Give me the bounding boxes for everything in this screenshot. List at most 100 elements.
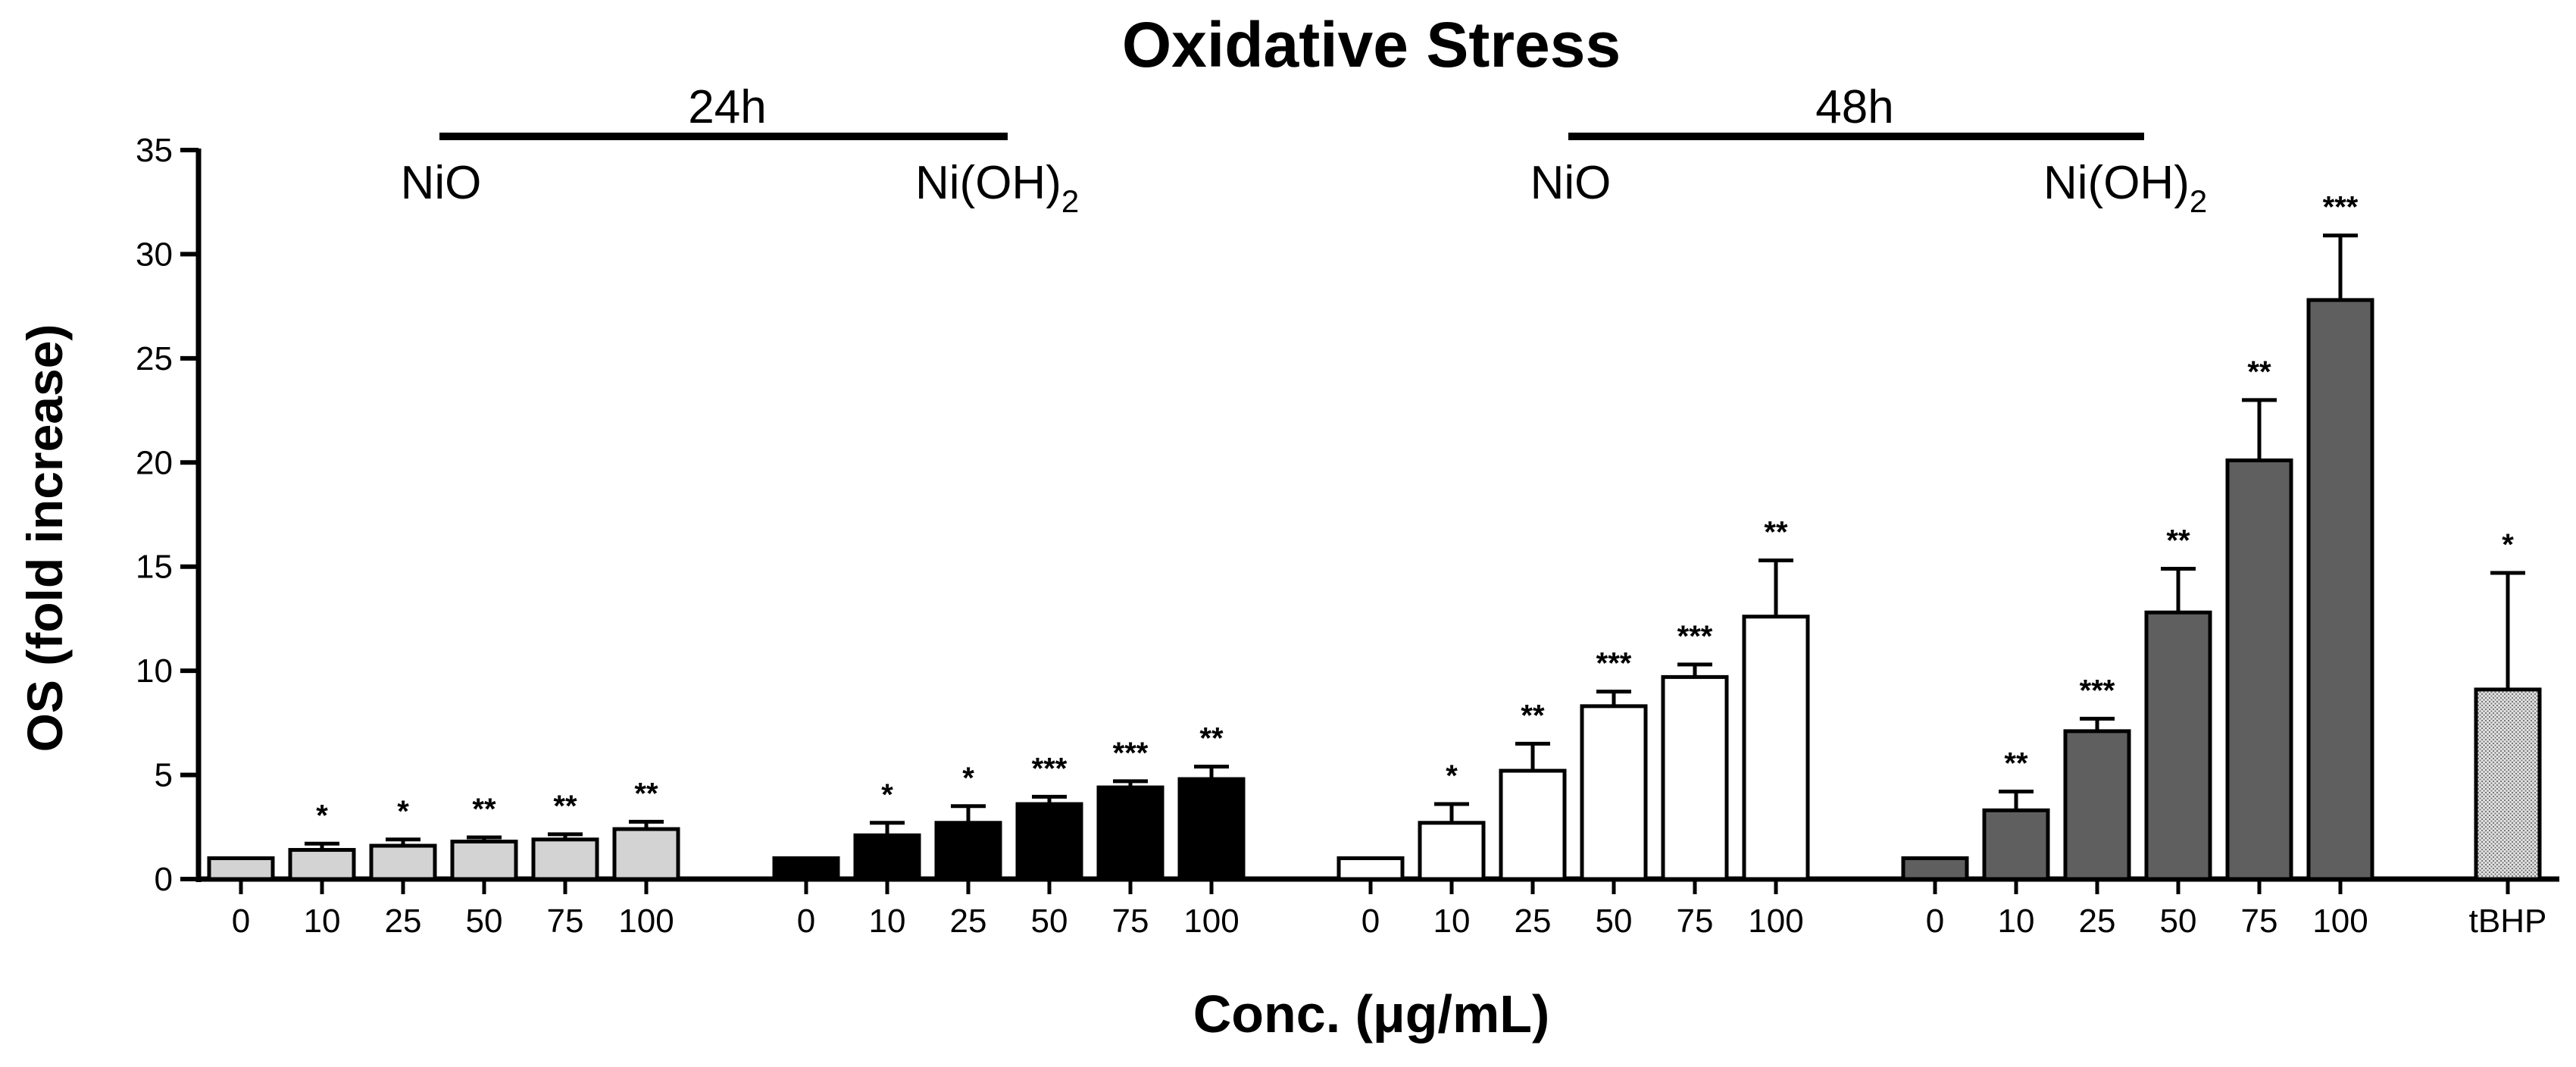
significance-label: **	[1764, 515, 1788, 549]
bar	[1742, 615, 1810, 881]
y-tick-label: 10	[136, 652, 173, 690]
significance-label: *	[316, 799, 328, 832]
x-tick-label: tBHP	[2469, 903, 2547, 940]
bar	[369, 843, 437, 881]
bar	[934, 821, 1002, 881]
compound-label-nioh2-24h-main: Ni(OH)	[915, 157, 1061, 209]
bar	[1015, 802, 1083, 881]
bar-group-2: 0 * 10 ** 25 *** 50 *** 75 ** 100	[1336, 515, 1810, 940]
bar	[1418, 821, 1486, 881]
significance-label: ***	[1113, 737, 1149, 770]
bar	[2225, 458, 2293, 881]
x-tick-label: 10	[1998, 903, 2035, 940]
bar	[1336, 856, 1405, 881]
x-tick-label: 0	[1361, 903, 1380, 940]
y-tick-label: 35	[136, 132, 173, 169]
significance-label: **	[2004, 747, 2028, 781]
x-tick-label: 10	[304, 903, 341, 940]
significance-label: *	[881, 778, 893, 812]
timepoint-label-24h: 24h	[688, 81, 766, 133]
significance-label: ***	[2323, 191, 2359, 224]
bar	[2474, 687, 2542, 881]
significance-label: *	[1446, 759, 1458, 793]
x-tick-label: 10	[869, 903, 906, 940]
significance-label: **	[2166, 524, 2190, 557]
bar	[1661, 674, 1729, 881]
x-tick-label: 0	[797, 903, 815, 940]
bar	[531, 837, 599, 881]
bar	[1096, 785, 1165, 881]
x-tick-label: 100	[1183, 903, 1239, 940]
bar	[1177, 777, 1246, 881]
x-tick-label: 50	[466, 903, 503, 940]
bar	[1580, 704, 1648, 881]
x-axis-label: Conc. (μg/mL)	[1193, 984, 1550, 1044]
significance-label: ***	[1032, 752, 1068, 785]
x-tick-label: 25	[950, 903, 987, 940]
compound-label-nio-48h: NiO	[1530, 157, 1612, 209]
chart-title: Oxidative Stress	[1122, 9, 1621, 80]
x-tick-label: 75	[547, 903, 584, 940]
significance-label: *	[397, 795, 409, 828]
x-tick-label: 50	[1596, 903, 1633, 940]
y-tick-label: 15	[136, 549, 173, 586]
significance-label: ***	[1677, 620, 1713, 653]
significance-label: *	[962, 762, 974, 795]
compound-label-nioh2-48h-main: Ni(OH)	[2043, 157, 2190, 209]
bar	[450, 840, 518, 881]
x-tick-label: 50	[1031, 903, 1068, 940]
x-tick-label: 50	[2160, 903, 2197, 940]
x-tick-label: 75	[1677, 903, 1714, 940]
bar-group-3: 0 ** 10 *** 25 ** 50 ** 75 *** 100	[1901, 191, 2374, 940]
y-tick-label: 20	[136, 444, 173, 481]
x-tick-label: 0	[1926, 903, 1944, 940]
x-tick-label: 100	[1748, 903, 1803, 940]
x-tick-label: 25	[385, 903, 422, 940]
y-tick-label: 30	[136, 236, 173, 273]
significance-label: **	[2247, 355, 2271, 389]
timepoint-label-48h: 48h	[1815, 81, 1893, 133]
significance-label: **	[634, 777, 658, 810]
compound-label-nioh2-24h-sub: 2	[1061, 183, 1079, 219]
bar	[288, 848, 356, 881]
significance-label: *	[2502, 528, 2514, 562]
x-tick-label: 100	[618, 903, 674, 940]
x-tick-label: 75	[1112, 903, 1149, 940]
x-tick-label: 10	[1433, 903, 1471, 940]
bar	[2063, 729, 2131, 881]
bar	[772, 856, 840, 881]
bar	[612, 827, 680, 881]
bar-group-4: * tBHP	[2469, 528, 2547, 940]
bar-group-0: 0 * 10 * 25 ** 50 ** 75 ** 100	[207, 777, 680, 940]
bar-series: 0*10*25**50**75**100 0*10*25***50***75**1…	[207, 191, 2547, 940]
x-tick-label: 25	[2079, 903, 2116, 940]
y-tick-label: 0	[155, 861, 173, 898]
x-tick-label: 75	[2241, 903, 2278, 940]
y-tick-label: 5	[155, 757, 173, 794]
significance-label: ***	[2080, 674, 2115, 707]
y-axis: 0 5 10 15 20 25 30 35	[136, 132, 202, 898]
bar	[1982, 808, 2050, 881]
significance-label: ***	[1596, 647, 1632, 681]
x-tick-label: 0	[232, 903, 250, 940]
compound-label-nio-24h: NiO	[401, 157, 482, 209]
bar	[2306, 298, 2374, 881]
significance-label: **	[472, 793, 496, 826]
y-tick-label: 25	[136, 340, 173, 377]
compound-label-nioh2-24h: Ni(OH)2	[915, 157, 1079, 219]
bar-group-1: 0 * 10 * 25 *** 50 *** 75 ** 100	[772, 722, 1246, 940]
x-tick-label: 100	[2312, 903, 2368, 940]
bar	[853, 833, 921, 881]
significance-label: **	[553, 790, 577, 823]
significance-label: **	[1199, 722, 1224, 756]
bar	[207, 856, 275, 881]
compound-label-nioh2-48h: Ni(OH)2	[2043, 157, 2207, 219]
y-axis-label: OS (fold increase)	[17, 324, 73, 753]
x-tick-label: 25	[1515, 903, 1552, 940]
bar	[1901, 856, 1969, 881]
bar	[1499, 768, 1567, 881]
compound-label-nioh2-48h-sub: 2	[2190, 183, 2207, 219]
bar	[2144, 610, 2212, 881]
significance-label: **	[1521, 699, 1545, 732]
